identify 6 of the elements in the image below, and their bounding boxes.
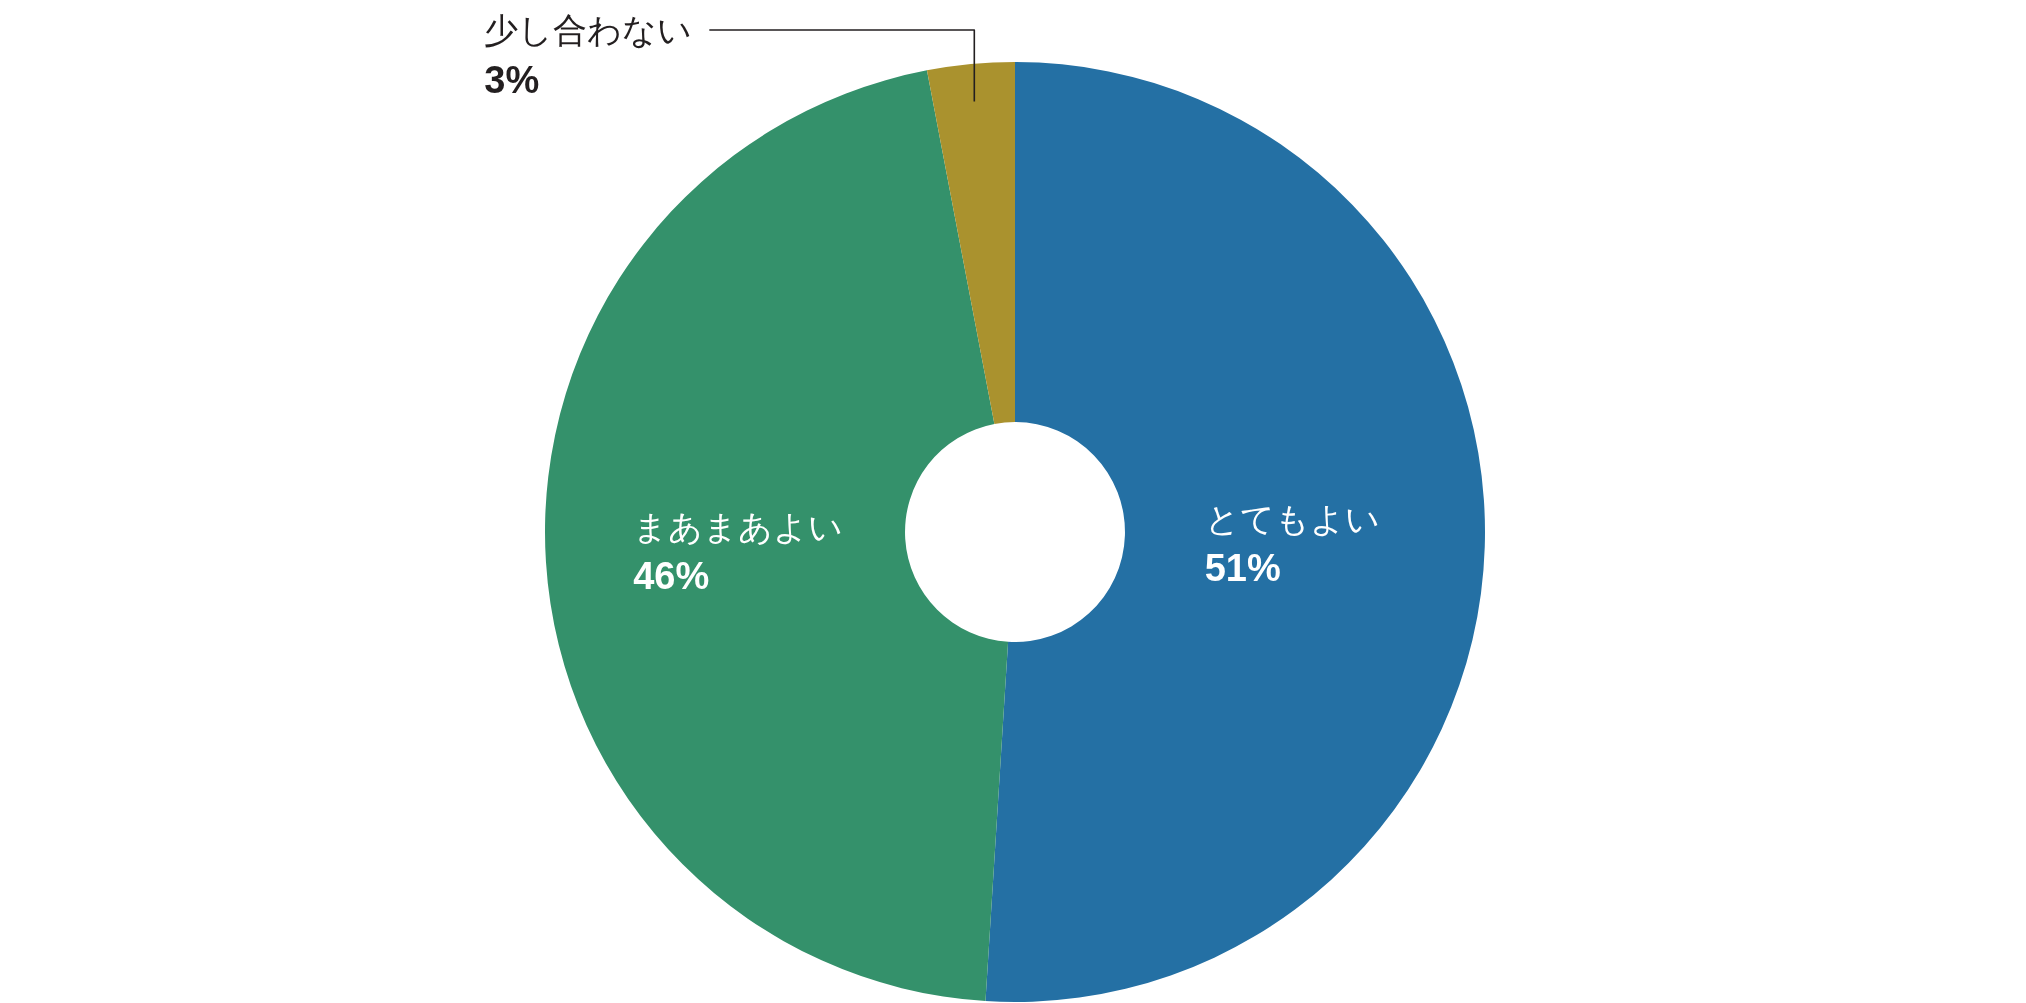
data-label: 46%	[633, 555, 710, 598]
slice-label: 少し合わない	[484, 10, 693, 50]
data-label: 51%	[1204, 546, 1281, 589]
data-label: 3%	[484, 59, 540, 101]
slice-label: まあまあよい	[633, 507, 844, 548]
slice-label: とてもよい	[1204, 498, 1380, 539]
